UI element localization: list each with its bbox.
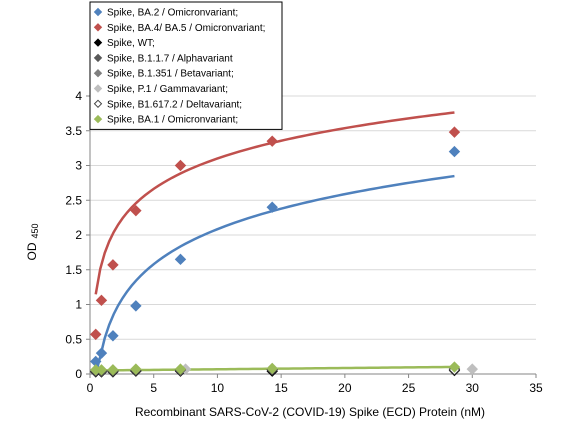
y-tick-label-8: 4 (75, 89, 82, 103)
point-series-7-3 (130, 363, 142, 375)
legend-label-5: Spike, P.1 / Gammavariant; (107, 84, 228, 95)
legend-marker-6 (93, 99, 103, 109)
point-series-1-5 (266, 135, 278, 147)
point-series-0-5 (266, 201, 278, 213)
x-tick-label-4: 20 (338, 381, 352, 395)
point-series-0-2 (107, 330, 119, 342)
point-series-0-6 (448, 145, 461, 158)
y-tick-labels: 0 0.5 1 1.5 2 2.5 3 3.5 4 (65, 89, 82, 381)
point-series-0-1 (95, 347, 108, 359)
point-series-7-1 (95, 364, 108, 376)
x-tick-labels: 0 5 10 15 20 25 30 35 (87, 381, 543, 395)
y-axis-label: OD450 (25, 223, 40, 260)
y-tick-label-4: 2 (75, 228, 82, 242)
axes (86, 95, 537, 378)
y-tick-label-5: 2.5 (65, 193, 82, 207)
point-series-7-5 (266, 362, 278, 375)
x-tick-label-7: 35 (529, 381, 543, 395)
legend-marker-2 (93, 38, 103, 47)
y-tick-label-1: 0.5 (65, 332, 82, 346)
legend-marker-3 (93, 53, 103, 63)
x-tick-label-6: 30 (466, 381, 480, 395)
point-series-1-3 (130, 204, 142, 217)
x-tick-label-1: 5 (150, 381, 157, 395)
y-tick-label-7: 3.5 (65, 124, 82, 138)
point-series-1-1 (95, 294, 108, 307)
y-tick-label-3: 1.5 (65, 263, 82, 277)
legend-label-3: Spike, B.1.1.7 / Alphavariant (107, 53, 233, 64)
point-series-1-2 (107, 259, 119, 271)
legend-marker-7 (93, 114, 103, 124)
y-tick-label-2: 1 (75, 298, 82, 312)
y-tick-label-0: 0 (75, 367, 82, 381)
legend-label-2: Spike, WT; (107, 38, 155, 49)
point-series-7-4 (174, 363, 187, 375)
legend-marker-4 (93, 68, 103, 78)
trendlines (94, 111, 455, 375)
x-axis-label: Recombinant SARS-CoV-2 (COVID-19) Spike … (135, 405, 485, 419)
point-series-5-6 (466, 363, 478, 375)
point-series-0-4 (174, 253, 187, 266)
legend-marker-0 (93, 7, 103, 17)
x-tick-label-5: 25 (402, 381, 416, 395)
legend-label-1: Spike, BA.4/ BA.5 / Omicronvariant; (107, 23, 265, 34)
trendline-series-0 (94, 174, 455, 375)
x-tick-label-3: 15 (274, 381, 288, 395)
point-series-1-0 (90, 328, 102, 341)
legend: Spike, BA.2 / Omicronvariant; Spike, BA.4… (89, 1, 283, 130)
point-series-1-4 (174, 159, 187, 172)
legend-marker-5 (93, 84, 103, 93)
legend-box (89, 1, 283, 130)
y-tick-label-6: 3 (75, 159, 82, 173)
legend-marker-1 (93, 23, 103, 32)
x-tick-label-2: 10 (211, 381, 225, 395)
legend-label-7: Spike, BA.1 / Omicronvariant; (107, 115, 238, 126)
data-points (90, 126, 478, 378)
legend-label-4: Spike, B.1.351 / Betavariant; (107, 69, 234, 80)
point-series-7-6 (448, 361, 461, 373)
legend-label-6: Spike, B1.617.2 / Deltavariant; (107, 99, 242, 110)
gridlines (90, 95, 536, 340)
legend-label-0: Spike, BA.2 / Omicronvariant; (107, 8, 238, 19)
point-series-1-6 (448, 126, 461, 138)
point-series-0-3 (130, 300, 142, 312)
x-tick-label-0: 0 (87, 381, 94, 395)
point-series-7-2 (107, 364, 119, 376)
